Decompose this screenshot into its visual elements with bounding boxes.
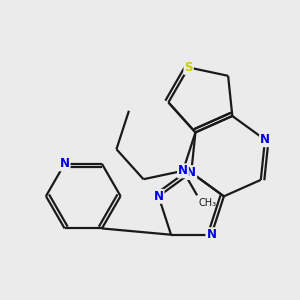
Text: S: S [184,61,193,74]
Text: N: N [178,164,188,177]
Text: CH₃: CH₃ [199,198,217,208]
Text: N: N [206,228,216,241]
Text: N: N [154,190,164,203]
Text: N: N [60,157,70,170]
Text: N: N [186,166,196,179]
Text: N: N [260,133,270,146]
